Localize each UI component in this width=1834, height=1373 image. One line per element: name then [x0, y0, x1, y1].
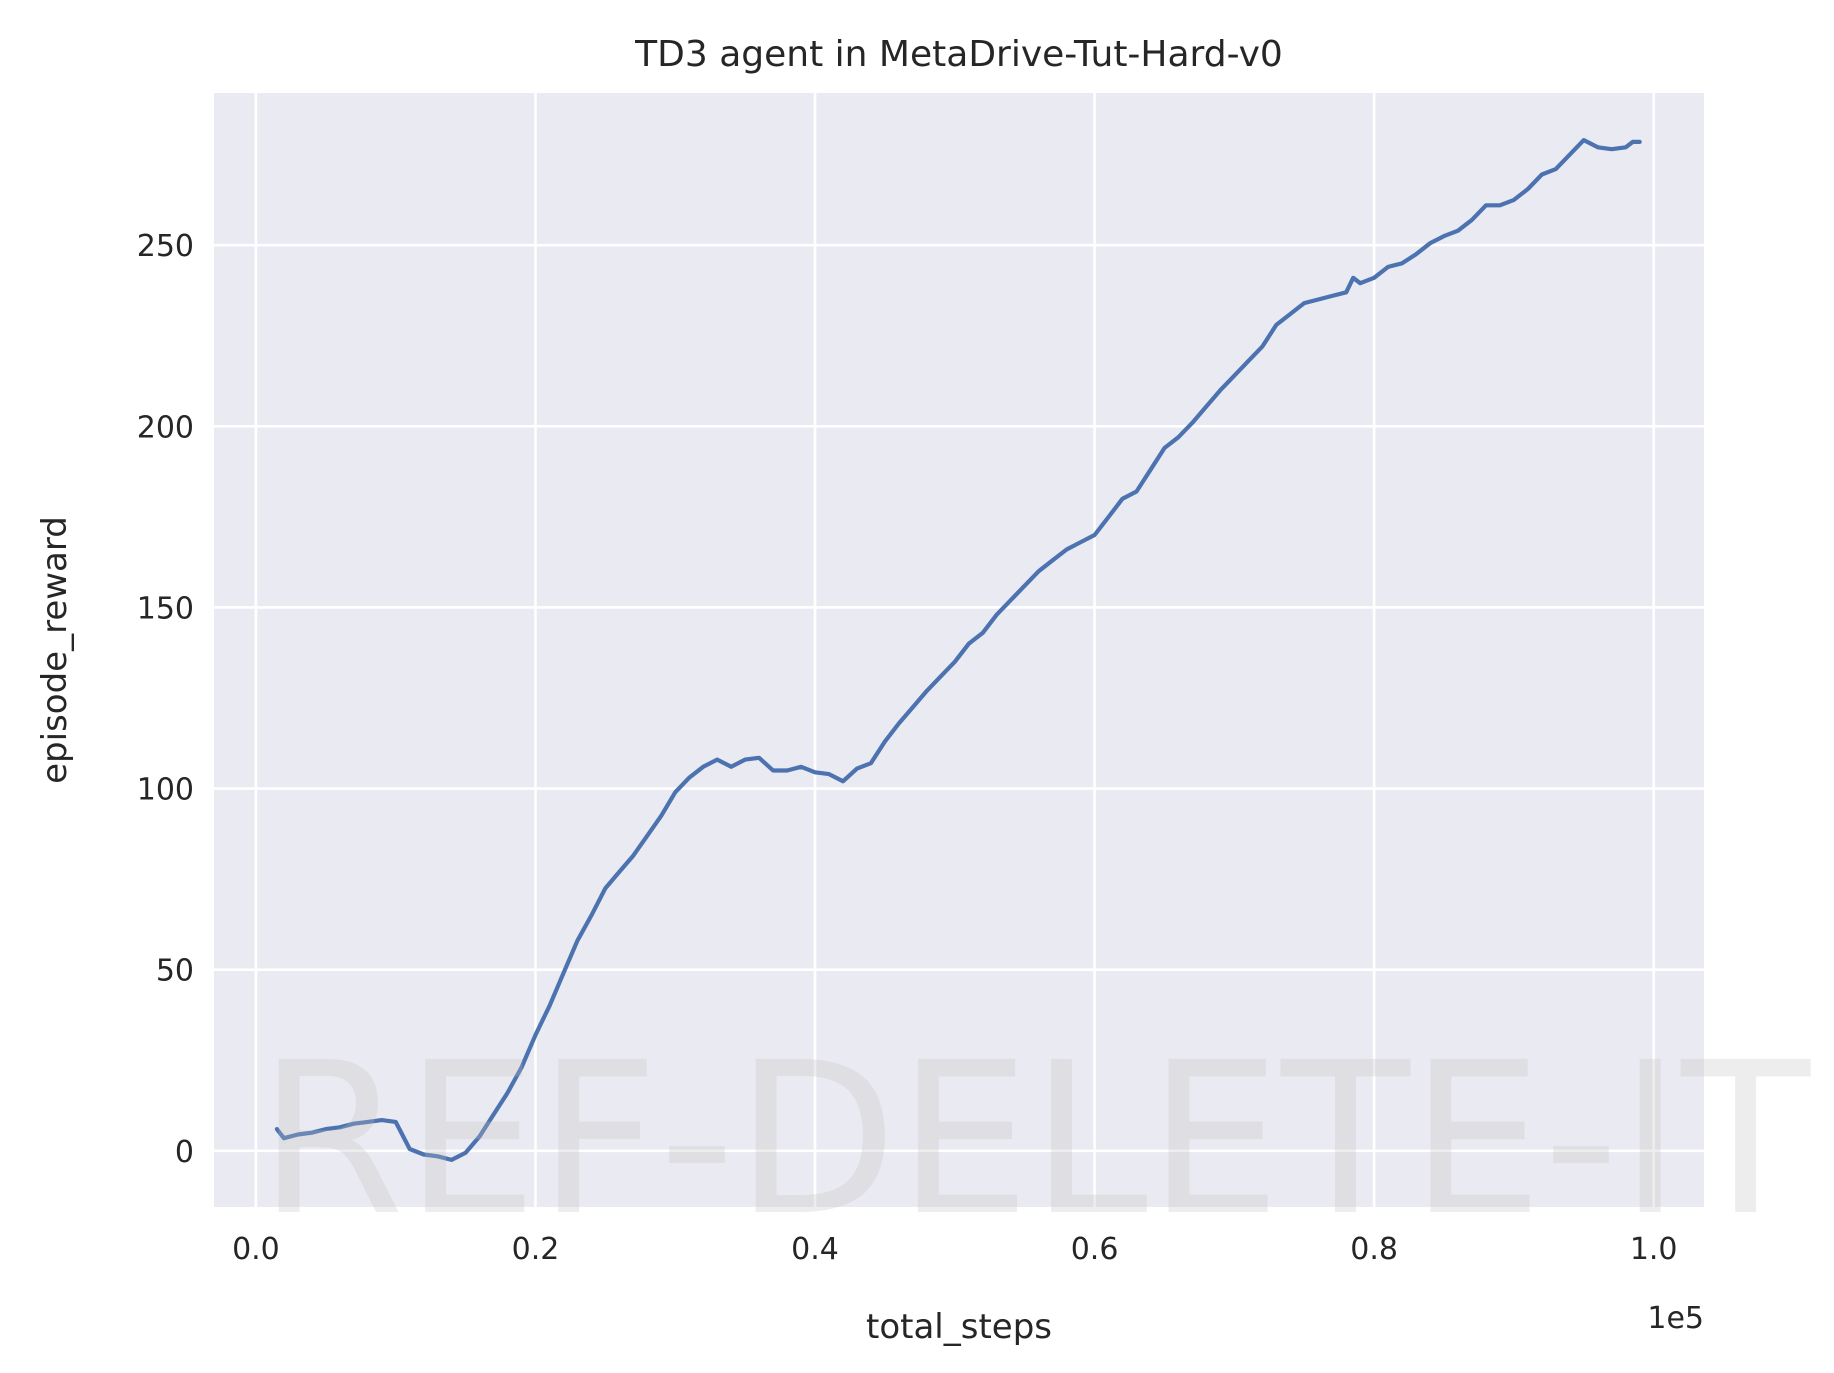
y-tick-label: 200 [137, 410, 194, 445]
y-tick-labels: 0 50 100 150 200 250 [137, 229, 194, 1170]
x-offset-label: 1e5 [1647, 1301, 1704, 1336]
watermark: REF-DELETE-IT [258, 1017, 1811, 1262]
x-tick-label: 0.0 [232, 1232, 280, 1267]
x-tick-label: 0.6 [1071, 1232, 1119, 1267]
y-tick-label: 100 [137, 773, 194, 808]
x-tick-label: 1.0 [1630, 1232, 1678, 1267]
y-tick-label: 0 [175, 1135, 194, 1170]
x-tick-labels: 0.0 0.2 0.4 0.6 0.8 1.0 [232, 1232, 1677, 1267]
y-tick-label: 50 [156, 954, 194, 989]
chart-title: TD3 agent in MetaDrive-Tut-Hard-v0 [634, 34, 1283, 75]
grid-lines [214, 93, 1704, 1207]
x-tick-label: 0.8 [1350, 1232, 1398, 1267]
x-tick-label: 0.4 [791, 1232, 839, 1267]
series-line [274, 138, 1642, 1162]
y-tick-label: 150 [137, 591, 194, 626]
series-group [274, 138, 1642, 1162]
x-axis-label: total_steps [866, 1307, 1052, 1347]
x-tick-label: 0.2 [512, 1232, 560, 1267]
plot-area [214, 93, 1704, 1207]
y-axis-label: episode_reward [35, 516, 75, 784]
y-tick-label: 250 [137, 229, 194, 264]
